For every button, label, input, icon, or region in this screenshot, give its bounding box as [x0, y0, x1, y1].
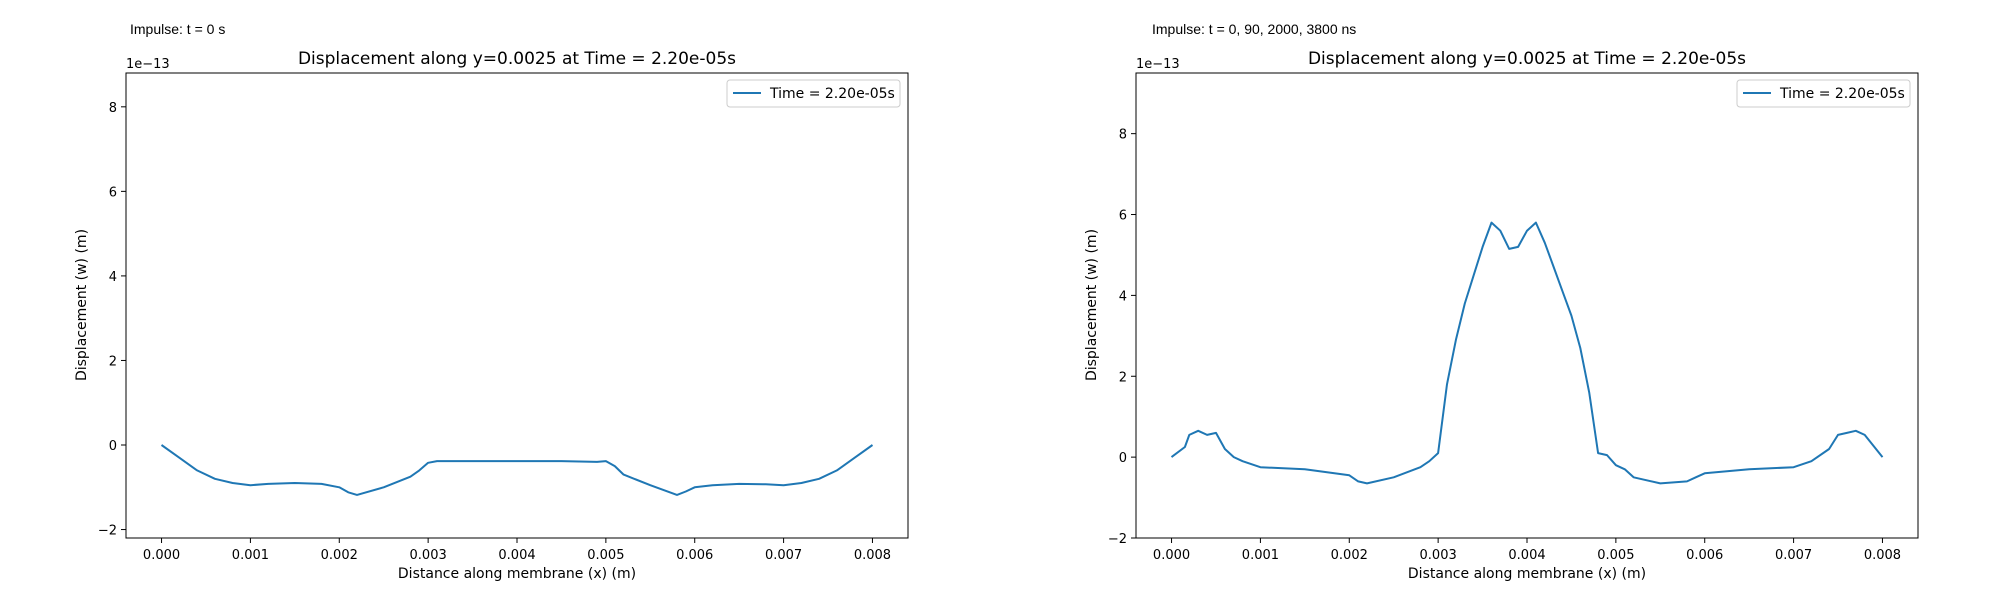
x-tick-label: 0.002	[1331, 548, 1368, 563]
impulse-annotation: Impulse: t = 0, 90, 2000, 3800 ns	[1152, 21, 1356, 37]
legend: Time = 2.20e-05s	[1736, 79, 1911, 108]
x-tick-label: 0.001	[1242, 548, 1279, 563]
x-tick-label: 0.004	[1508, 548, 1545, 563]
left-plot-panel: Impulse: t = 0 s Displacement along y=0.…	[74, 21, 909, 582]
plot-title: Displacement along y=0.0025 at Time = 2.…	[1308, 49, 1746, 69]
y-tick-label: 4	[1119, 289, 1127, 304]
y-tick-label: 6	[109, 185, 117, 200]
plot-title: Displacement along y=0.0025 at Time = 2.…	[298, 49, 736, 69]
plot-area-frame	[125, 72, 909, 539]
x-tick-label: 0.003	[1420, 548, 1457, 563]
y-tick-label: 0	[109, 439, 117, 454]
y-tick-label: 2	[109, 354, 117, 369]
plot-area-frame	[1135, 72, 1919, 539]
y-tick-label: 6	[1119, 209, 1127, 224]
legend-box	[726, 79, 901, 108]
y-tick-label: 4	[109, 270, 117, 285]
x-tick-label: 0.000	[1153, 548, 1190, 563]
x-axis-ticks: 0.000 0.001 0.002 0.003 0.004 0.005 0.006 0.007…	[143, 538, 891, 563]
y-tick-label: 8	[109, 101, 117, 116]
y-axis-ticks: −2 0 2 4 6 8	[1108, 128, 1136, 547]
x-tick-label: 0.008	[1864, 548, 1901, 563]
x-tick-label: 0.006	[676, 548, 713, 563]
x-tick-label: 0.006	[1686, 548, 1723, 563]
x-tick-label: 0.008	[854, 548, 891, 563]
x-tick-label: 0.003	[410, 548, 447, 563]
legend: Time = 2.20e-05s	[726, 79, 901, 108]
y-tick-label: −2	[98, 524, 117, 539]
x-axis-ticks: 0.000 0.001 0.002 0.003 0.004 0.005 0.006 0.007…	[1153, 538, 1901, 563]
x-tick-label: 0.002	[321, 548, 358, 563]
x-axis-label: Distance along membrane (x) (m)	[1408, 566, 1646, 582]
y-tick-label: 0	[1119, 451, 1127, 466]
y-offset-text: 1e−13	[1136, 57, 1180, 72]
series-line	[1170, 221, 1884, 485]
x-tick-label: 0.007	[1775, 548, 1812, 563]
x-tick-label: 0.005	[587, 548, 624, 563]
x-tick-label: 0.000	[143, 548, 180, 563]
legend-box	[1736, 79, 1911, 108]
y-tick-label: 2	[1119, 370, 1127, 385]
x-axis-label: Distance along membrane (x) (m)	[398, 566, 636, 582]
x-tick-label: 0.001	[232, 548, 269, 563]
right-plot-panel: Impulse: t = 0, 90, 2000, 3800 ns Displa…	[1084, 21, 1919, 582]
x-tick-label: 0.007	[765, 548, 802, 563]
legend-label: Time = 2.20e-05s	[1779, 86, 1905, 102]
y-tick-label: 8	[1119, 128, 1127, 143]
impulse-annotation: Impulse: t = 0 s	[130, 21, 225, 37]
y-axis-label: Displacement (w) (m)	[1084, 229, 1100, 381]
y-tick-label: −2	[1108, 532, 1127, 547]
legend-label: Time = 2.20e-05s	[769, 86, 895, 102]
x-tick-label: 0.005	[1597, 548, 1634, 563]
y-offset-text: 1e−13	[126, 57, 170, 72]
y-axis-ticks: −2 0 2 4 6 8	[98, 101, 126, 539]
y-axis-label: Displacement (w) (m)	[74, 229, 90, 381]
series-line	[160, 444, 874, 496]
x-tick-label: 0.004	[498, 548, 535, 563]
